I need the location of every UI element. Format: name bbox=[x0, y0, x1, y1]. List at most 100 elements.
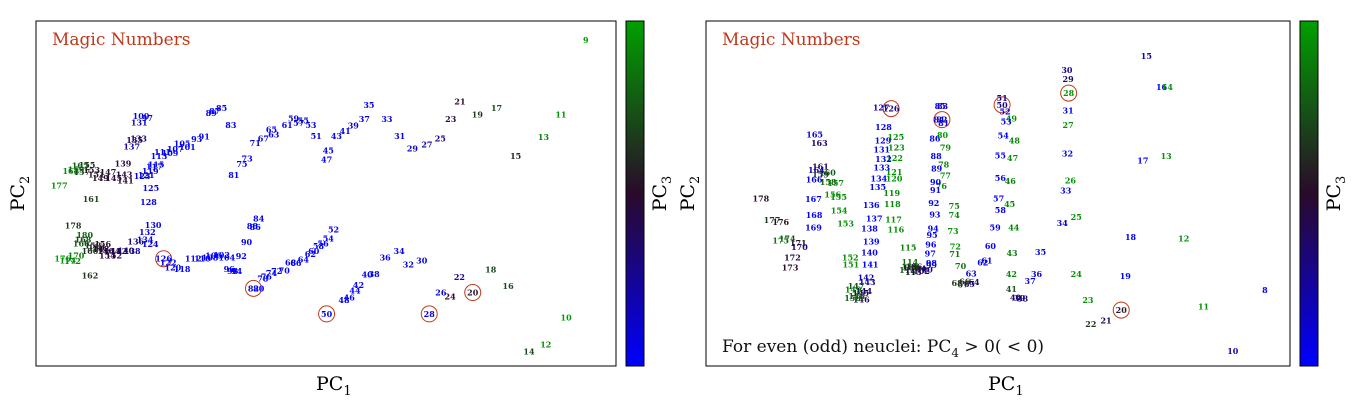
point-label-157: 157 bbox=[73, 167, 90, 177]
point-label-58: 58 bbox=[995, 205, 1007, 215]
point-label-116: 116 bbox=[887, 225, 904, 235]
point-label-35: 35 bbox=[1035, 247, 1046, 257]
point-label-46: 46 bbox=[344, 293, 356, 303]
point-label-78: 78 bbox=[257, 274, 269, 284]
point-label-152: 152 bbox=[105, 250, 122, 260]
point-label-18: 18 bbox=[1125, 232, 1137, 242]
point-label-147: 147 bbox=[848, 281, 865, 291]
point-label-78: 78 bbox=[938, 160, 950, 170]
point-label-170: 170 bbox=[68, 250, 85, 260]
point-label-114: 114 bbox=[901, 257, 918, 267]
point-label-18: 18 bbox=[485, 265, 497, 275]
point-label-163: 163 bbox=[811, 138, 828, 148]
plot-frame bbox=[35, 20, 617, 367]
point-label-175: 175 bbox=[772, 235, 789, 245]
point-label-88: 88 bbox=[247, 221, 259, 231]
point-label-143: 143 bbox=[859, 277, 876, 287]
colorbar-label: PC3 bbox=[1323, 176, 1349, 212]
point-label-65: 65 bbox=[964, 279, 975, 289]
point-label-19: 19 bbox=[1120, 271, 1132, 281]
point-label-24: 24 bbox=[445, 291, 457, 301]
point-label-166: 166 bbox=[73, 239, 90, 249]
point-label-91: 91 bbox=[199, 132, 210, 142]
point-label-62: 62 bbox=[977, 258, 988, 268]
point-label-145: 145 bbox=[852, 288, 869, 298]
point-label-127: 127 bbox=[873, 103, 890, 113]
point-label-45: 45 bbox=[323, 145, 334, 155]
point-label-51: 51 bbox=[311, 131, 322, 141]
point-label-106: 106 bbox=[906, 262, 923, 272]
point-label-104: 104 bbox=[218, 252, 235, 262]
point-label-128: 128 bbox=[140, 197, 157, 207]
point-label-110: 110 bbox=[194, 253, 211, 263]
point-label-172: 172 bbox=[784, 252, 801, 262]
point-label-63: 63 bbox=[268, 130, 280, 140]
point-label-130: 130 bbox=[145, 220, 162, 230]
point-label-23: 23 bbox=[1082, 295, 1094, 305]
point-label-107: 107 bbox=[167, 144, 184, 154]
point-label-143: 143 bbox=[116, 170, 133, 180]
point-label-135: 135 bbox=[869, 182, 886, 192]
point-label-110: 110 bbox=[901, 261, 918, 271]
point-label-49: 49 bbox=[1006, 114, 1018, 124]
point-label-174: 174 bbox=[779, 233, 796, 243]
point-label-133: 133 bbox=[130, 133, 147, 143]
point-label-39: 39 bbox=[1014, 293, 1026, 303]
point-label-147: 147 bbox=[100, 167, 117, 177]
point-label-73: 73 bbox=[242, 153, 254, 163]
point-label-126: 126 bbox=[155, 254, 172, 264]
point-label-56: 56 bbox=[318, 239, 330, 249]
point-label-81: 81 bbox=[228, 170, 239, 180]
point-label-41: 41 bbox=[340, 126, 351, 136]
point-label-153: 153 bbox=[83, 165, 100, 175]
point-label-26: 26 bbox=[1065, 176, 1077, 186]
point-label-59: 59 bbox=[288, 113, 300, 123]
point-label-75: 75 bbox=[949, 201, 960, 211]
point-label-76: 76 bbox=[261, 272, 273, 282]
point-label-137: 137 bbox=[123, 142, 140, 152]
point-label-37: 37 bbox=[1025, 276, 1036, 286]
point-label-60: 60 bbox=[985, 241, 997, 251]
point-label-77: 77 bbox=[940, 171, 951, 181]
point-label-43: 43 bbox=[1006, 248, 1018, 258]
point-label-93: 93 bbox=[191, 134, 203, 144]
point-label-102: 102 bbox=[213, 250, 230, 260]
point-label-132: 132 bbox=[139, 227, 156, 237]
point-label-140: 140 bbox=[861, 247, 878, 257]
point-label-108: 108 bbox=[903, 263, 920, 273]
point-label-43: 43 bbox=[331, 131, 343, 141]
point-label-95: 95 bbox=[926, 230, 937, 240]
point-label-30: 30 bbox=[1061, 65, 1073, 75]
point-label-150: 150 bbox=[844, 293, 861, 303]
magic-number-circle bbox=[1112, 301, 1130, 319]
point-label-146: 146 bbox=[853, 294, 870, 304]
point-label-109: 109 bbox=[162, 148, 179, 158]
point-label-50: 50 bbox=[321, 309, 333, 319]
magic-number-circle bbox=[245, 279, 262, 297]
chart-title: Magic Numbers bbox=[52, 30, 191, 50]
point-label-34: 34 bbox=[394, 246, 406, 256]
point-label-99: 99 bbox=[926, 260, 938, 270]
point-label-51: 51 bbox=[997, 93, 1008, 103]
point-label-96: 96 bbox=[925, 240, 937, 250]
point-label-67: 67 bbox=[957, 280, 968, 290]
point-label-74: 74 bbox=[266, 268, 278, 278]
point-label-90: 90 bbox=[930, 177, 942, 187]
point-label-141: 141 bbox=[117, 176, 134, 186]
point-label-134: 134 bbox=[871, 173, 888, 183]
point-label-17: 17 bbox=[491, 103, 502, 113]
point-label-85: 85 bbox=[935, 101, 946, 111]
point-label-82: 82 bbox=[936, 115, 947, 125]
point-label-83: 83 bbox=[937, 101, 949, 111]
point-label-156: 156 bbox=[824, 190, 841, 200]
point-label-8: 8 bbox=[1262, 285, 1268, 295]
point-label-59: 59 bbox=[990, 222, 1002, 232]
colorbar bbox=[1299, 20, 1319, 367]
point-label-155: 155 bbox=[79, 160, 96, 170]
point-label-176: 176 bbox=[54, 253, 71, 263]
point-label-12: 12 bbox=[1178, 233, 1189, 243]
point-label-14: 14 bbox=[1162, 82, 1174, 92]
x-axis-label: PC1 bbox=[988, 373, 1024, 399]
point-label-20: 20 bbox=[1116, 305, 1128, 315]
point-label-91: 91 bbox=[930, 185, 941, 195]
